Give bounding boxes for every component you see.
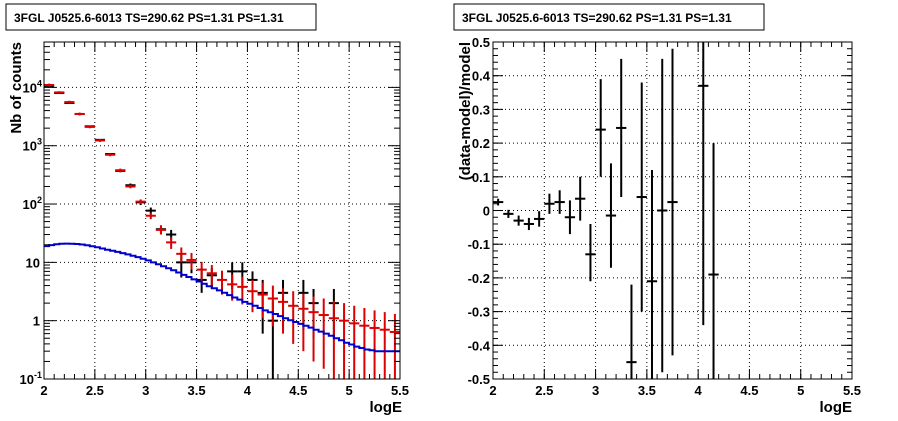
- data-point: [257, 282, 268, 319]
- chart-title: 3FGL J0525.6-6013 TS=290.62 PS=1.31 PS=1…: [14, 11, 284, 25]
- x-tick-label: 3.5: [638, 383, 656, 398]
- data-point: [349, 305, 360, 379]
- panel-background: [0, 0, 449, 421]
- data-point: [595, 79, 606, 177]
- residuals-panel: 3FGL J0525.6-6013 TS=290.62 PS=1.31 PS=1…: [453, 3, 861, 416]
- data-point: [636, 82, 647, 312]
- x-tick-label: 4.5: [740, 383, 758, 398]
- x-tick-label: 5.5: [843, 383, 861, 398]
- plot-marks: [44, 83, 400, 379]
- series-0: [493, 42, 719, 379]
- data-point: [288, 291, 299, 344]
- model-step-line: [44, 242, 400, 353]
- x-tick-label: 4: [244, 383, 252, 398]
- data-point: [389, 314, 400, 379]
- data-point: [534, 211, 545, 227]
- data-point: [176, 247, 187, 263]
- data-point: [379, 312, 390, 379]
- data-point: [74, 112, 85, 116]
- x-tick-label: 2: [40, 383, 47, 398]
- data-point: [196, 261, 207, 281]
- y-tick-label: -0.4: [468, 338, 491, 353]
- x-tick-label: 3: [142, 383, 149, 398]
- data-point: [328, 300, 339, 379]
- data-point: [626, 284, 637, 379]
- grid-lines: [493, 42, 852, 379]
- data-point: [544, 193, 555, 214]
- data-point: [166, 237, 177, 249]
- x-tick-label: 2.5: [86, 383, 104, 398]
- axes: 2 2.5 3 3.5 4 4.5 5 5.5 -0.5 -0.4 -0.3 -0.2 -0.1 0 0.1…: [468, 35, 861, 398]
- y-tick-label: 1: [33, 314, 40, 329]
- y-tick-label: -0.5: [468, 372, 490, 387]
- data-point: [657, 58, 668, 373]
- data-point: [277, 288, 289, 334]
- title-box: [453, 3, 765, 31]
- data-point: [94, 139, 106, 142]
- data-point: [605, 163, 617, 268]
- y-axis-label: (data-model)/model: [457, 42, 474, 180]
- data-point: [206, 265, 217, 286]
- x-axis-label: logE: [820, 399, 853, 416]
- x-tick-label: 4: [695, 383, 703, 398]
- chart-title: 3FGL J0525.6-6013 TS=290.62 PS=1.31 PS=1…: [462, 11, 732, 25]
- y-tick-label: 0.2: [472, 136, 490, 151]
- data-point: [493, 198, 504, 206]
- data-point: [616, 58, 627, 198]
- x-tick-label: 5.5: [391, 383, 409, 398]
- data-point: [564, 200, 576, 235]
- data-point: [698, 42, 709, 326]
- y-tick-label: -0.3: [468, 305, 490, 320]
- title-box: [5, 3, 317, 31]
- data-point: [155, 226, 167, 235]
- y-tick-label: 0: [483, 204, 490, 219]
- data-point: [667, 48, 678, 356]
- x-tick-label: 4.5: [289, 383, 307, 398]
- y-axis-label: Nb of counts: [8, 42, 25, 134]
- y-tick-label: -0.2: [468, 271, 490, 286]
- data-point: [105, 153, 116, 157]
- y-tick-label: 0.4: [472, 69, 491, 84]
- data-point: [125, 184, 136, 189]
- data-point: [267, 285, 278, 327]
- data-point: [135, 199, 146, 205]
- data-point: [145, 212, 156, 220]
- counts-panel: 3FGL J0525.6-6013 TS=290.62 PS=1.31 PS=1…: [0, 0, 449, 421]
- data-point: [84, 125, 95, 129]
- data-point: [554, 190, 565, 214]
- y-tick-label: 0.1: [472, 170, 490, 185]
- x-tick-label: 5: [797, 383, 804, 398]
- y-tick-label: 0.5: [472, 35, 490, 50]
- data-point: [503, 209, 514, 218]
- data-point: [298, 293, 309, 352]
- series-2: [44, 242, 400, 353]
- data-point: [64, 100, 75, 104]
- x-tick-label: 5: [346, 383, 353, 398]
- y-tick-label: 0.3: [472, 102, 490, 117]
- data-point: [369, 310, 380, 379]
- data-point: [708, 143, 719, 379]
- x-axis-label: logE: [370, 399, 403, 416]
- y-tick-label: -0.1: [468, 237, 490, 252]
- data-point: [186, 252, 197, 270]
- y-tick-label: 10: [26, 255, 40, 270]
- plot-marks: [493, 42, 719, 379]
- data-point: [585, 223, 596, 282]
- plot-frame: [43, 41, 401, 380]
- x-tick-label: 3: [592, 383, 599, 398]
- data-point: [44, 83, 55, 87]
- x-tick-label: 3.5: [188, 383, 206, 398]
- data-point: [523, 217, 535, 231]
- data-point: [54, 91, 65, 94]
- data-point: [646, 170, 658, 379]
- data-point: [575, 176, 586, 221]
- x-tick-label: 2.5: [535, 383, 553, 398]
- data-point: [359, 307, 370, 379]
- data-point: [513, 215, 524, 226]
- data-point: [115, 168, 126, 172]
- x-tick-label: 2: [489, 383, 496, 398]
